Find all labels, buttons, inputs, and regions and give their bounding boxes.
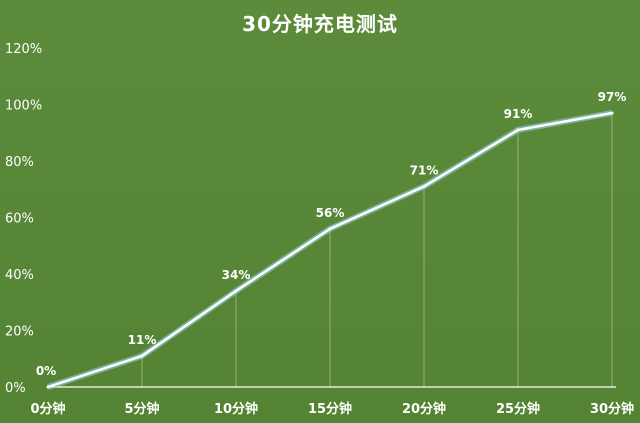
y-tick-label: 60% [5,212,34,227]
y-tick-label: 120% [5,42,42,57]
data-label: 0% [36,364,56,378]
chart-title: 30分钟充电测试 [242,12,398,36]
y-tick-label: 100% [5,99,42,114]
data-label: 11% [128,333,157,347]
data-point [46,385,50,389]
y-tick-label: 80% [5,155,34,170]
x-tick-label: 20分钟 [402,401,446,417]
data-label: 91% [504,107,533,121]
data-label: 97% [598,90,627,104]
data-label: 71% [410,163,439,177]
y-tick-label: 0% [5,381,26,396]
y-tick-label: 40% [5,268,34,283]
data-point [234,289,238,293]
x-tick-label: 25分钟 [496,401,540,417]
data-label: 56% [316,206,345,220]
data-point [328,227,332,231]
x-tick-label: 0分钟 [30,401,65,417]
x-tick-label: 30分钟 [590,401,634,417]
data-point [422,184,426,188]
y-tick-label: 20% [5,325,34,340]
data-point [610,111,614,115]
x-tick-label: 10分钟 [214,401,258,417]
x-tick-label: 5分钟 [124,401,159,417]
data-point [140,354,144,358]
x-tick-label: 15分钟 [308,401,352,417]
data-point [516,128,520,132]
data-label: 34% [222,268,251,282]
